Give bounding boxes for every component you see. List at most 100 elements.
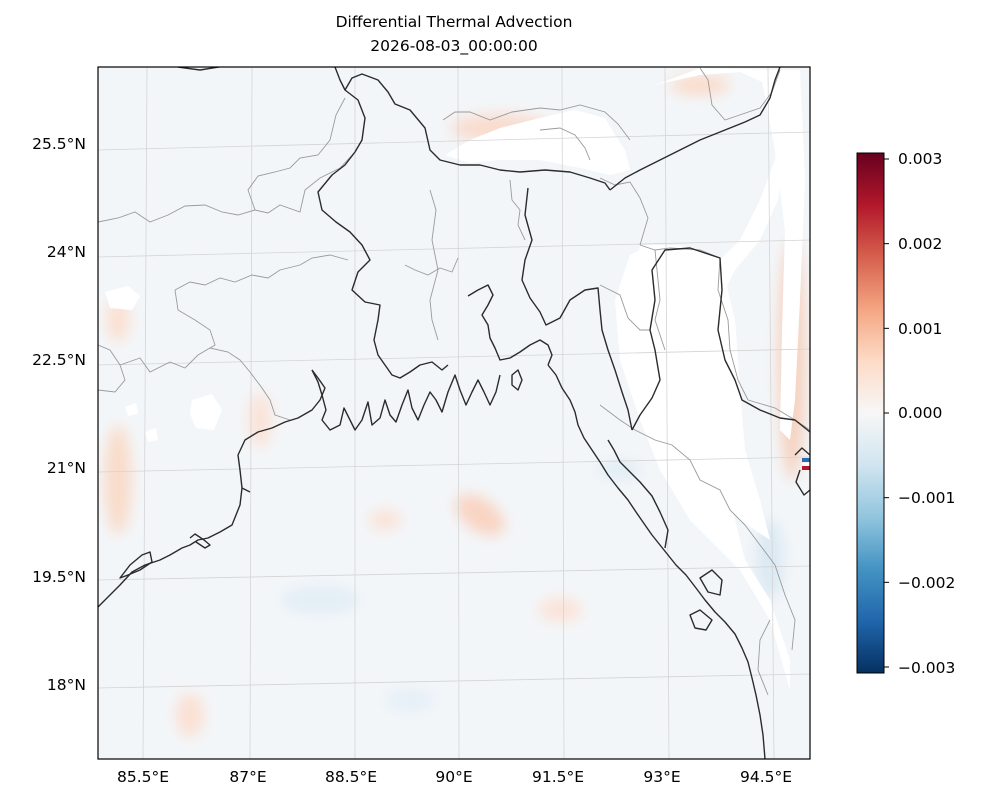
warm-anomaly — [248, 392, 272, 448]
border-myanmar-fragment — [795, 469, 810, 496]
masked-region — [105, 286, 140, 310]
masked-region — [760, 70, 805, 440]
state-border — [98, 344, 126, 393]
border-india-bangladesh-west — [317, 151, 449, 379]
lon-tick-label: 93°E — [643, 768, 681, 786]
lon-tick-label: 94.5°E — [739, 768, 793, 786]
lat-tick-label: 25.5°N — [32, 135, 86, 153]
lat-tick-label: 24°N — [46, 243, 86, 261]
masked-region — [445, 110, 630, 175]
colorbar — [856, 152, 889, 674]
border-bangladesh-east — [521, 187, 633, 431]
state-border — [442, 104, 631, 141]
colorbar-tick-label: −0.003 — [898, 659, 956, 677]
lon-gridline — [249, 67, 253, 759]
coastline-delta — [467, 284, 553, 366]
lon-gridline — [457, 67, 460, 759]
colorbar-tick-label: −0.002 — [898, 574, 956, 592]
colorbar-tick-label: 0.001 — [898, 320, 943, 338]
lat-tick-label: 22.5°N — [32, 351, 86, 369]
colorbar-tick-label: 0.000 — [898, 404, 943, 422]
artifact-neutral — [802, 463, 810, 466]
state-border — [717, 257, 749, 401]
colorbar-tick-label: 0.002 — [898, 235, 943, 253]
state-borders — [98, 67, 810, 696]
border-nepal — [334, 67, 346, 91]
warm-anomaly — [455, 494, 505, 536]
lon-tick-label: 90°E — [435, 768, 473, 786]
lat-gridline — [98, 456, 810, 473]
colorbar-gradient — [857, 153, 884, 673]
colorbar-tick-label: 0.003 — [898, 150, 943, 168]
lat-gridline — [98, 239, 810, 258]
state-border — [599, 177, 649, 246]
warm-anomaly — [369, 510, 401, 530]
coastlines-and-borders — [98, 67, 810, 759]
colorbar-tick-label: −0.001 — [898, 489, 956, 507]
lon-tick-label: 85.5°E — [116, 768, 170, 786]
warm-anomaly — [176, 693, 204, 737]
border-india-bangladesh-north — [344, 73, 611, 191]
lon-gridline — [142, 67, 148, 759]
coastline-inlet — [189, 533, 211, 549]
state-border — [174, 289, 216, 349]
lon-tick-label: 87°E — [229, 768, 267, 786]
cool-anomaly — [280, 586, 360, 614]
state-border — [509, 179, 526, 241]
coastline-island — [699, 569, 723, 596]
lon-tick-label: 88.5°E — [324, 768, 378, 786]
cool-anomaly — [598, 460, 642, 480]
state-border — [539, 127, 591, 161]
lat-tick-label: 21°N — [46, 459, 86, 477]
state-border — [429, 189, 439, 341]
warm-anomaly — [670, 75, 730, 95]
map-area — [98, 67, 810, 759]
coastline-island — [689, 609, 713, 631]
warm-anomaly — [104, 425, 132, 535]
edge-artifact — [802, 458, 810, 470]
state-border — [247, 97, 346, 211]
border-myanmar-fragment — [794, 447, 810, 456]
state-border — [654, 249, 666, 351]
state-border — [249, 371, 291, 421]
lat-tick-label: 18°N — [46, 676, 86, 694]
masked-region — [125, 403, 138, 416]
state-border — [747, 399, 810, 431]
coastline-island — [119, 551, 153, 579]
coastline-estuary — [607, 439, 669, 549]
artifact-cool — [802, 458, 810, 462]
masked-region — [190, 394, 222, 430]
lon-gridline — [767, 67, 775, 759]
state-border — [639, 244, 721, 259]
state-border — [404, 257, 459, 276]
state-border — [757, 619, 771, 696]
masked-regions — [105, 68, 805, 690]
coastline-inlet — [241, 487, 251, 493]
lon-gridline — [561, 67, 565, 759]
lat-tick-label: 19.5°N — [32, 568, 86, 586]
state-border — [98, 151, 356, 223]
coastline-myanmar — [547, 364, 766, 759]
masked-region — [630, 245, 770, 540]
artifact-warm — [802, 466, 810, 470]
cool-anomaly — [384, 688, 436, 712]
coastline-island — [511, 369, 523, 391]
colorbar-ticks — [884, 158, 889, 668]
state-border — [599, 284, 650, 331]
state-border — [174, 254, 349, 291]
coastline-sundarbans — [311, 369, 501, 431]
map-title: Differential Thermal Advection — [335, 13, 573, 31]
masked-region — [145, 428, 158, 442]
state-border — [119, 347, 251, 373]
map-frame — [97, 66, 811, 760]
cool-anomaly — [756, 520, 784, 600]
lon-gridline — [664, 67, 670, 759]
lon-tick-label: 91.5°E — [531, 768, 585, 786]
gridlines — [98, 67, 810, 759]
border-assam — [609, 67, 781, 191]
warm-anomaly — [538, 598, 582, 622]
border-india-myanmar — [631, 247, 810, 433]
map-subtitle: 2026-08-03_00:00:00 — [370, 37, 538, 55]
